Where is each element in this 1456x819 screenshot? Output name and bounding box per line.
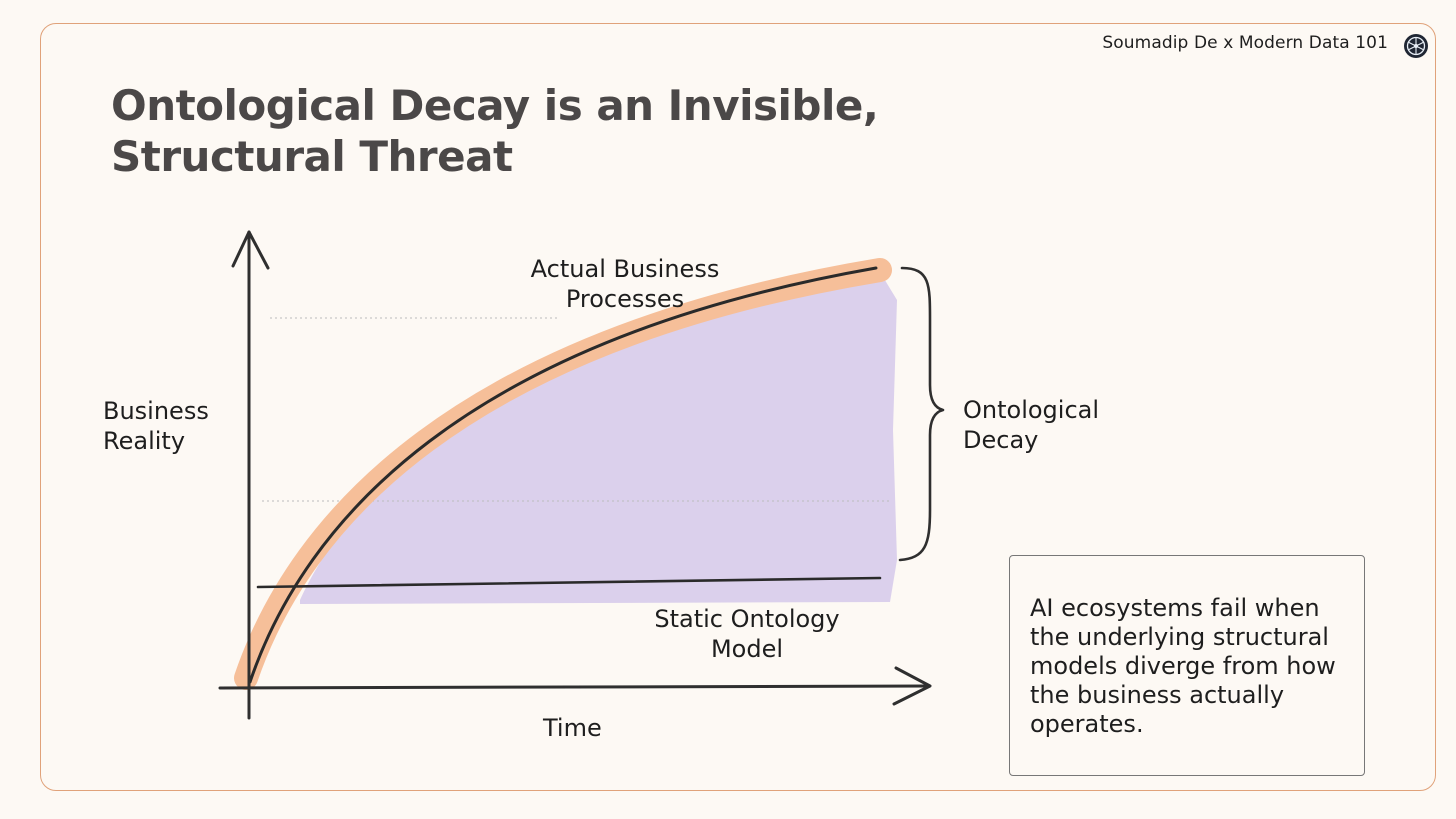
y-axis-label: Business Reality [103, 396, 209, 456]
static-ontology-line [256, 576, 882, 589]
gap-label-line-2: Decay [963, 426, 1039, 454]
baseline-label-line-2: Model [710, 635, 784, 663]
gap-label-line-1: Ontological [963, 396, 1100, 424]
curve-label-line-1: Actual Business [530, 255, 720, 283]
decay-gap-fill [300, 272, 897, 604]
curve-label-line-2: Processes [565, 285, 685, 313]
y-axis-label-line-2: Reality [103, 427, 186, 455]
x-axis-arrow-icon [892, 666, 932, 706]
x-axis [218, 684, 930, 690]
title-line-1: Ontological Decay is an Invisible, [111, 81, 879, 130]
baseline-label-line-1: Static Ontology [654, 605, 840, 633]
baseline-label: Static Ontology Model [627, 604, 867, 664]
curve-label: Actual Business Processes [505, 254, 745, 314]
business-process-curve [248, 266, 878, 684]
decay-brace [898, 266, 945, 562]
callout-text: AI ecosystems fail when the underlying s… [1030, 594, 1336, 738]
callout-box: AI ecosystems fail when the underlying s… [1009, 555, 1365, 776]
slide-title: Ontological Decay is an Invisible, Struc… [111, 80, 1011, 182]
brand-attribution: Soumadip De x Modern Data 101 [1102, 33, 1388, 53]
title-line-2: Structural Threat [111, 132, 513, 181]
gap-label: Ontological Decay [963, 395, 1099, 455]
y-axis-label-line-1: Business [103, 397, 209, 425]
x-axis-label: Time [543, 714, 602, 742]
globe-network-icon [1404, 34, 1428, 58]
curve-highlight [234, 258, 892, 690]
y-axis-arrow-icon [231, 230, 270, 270]
